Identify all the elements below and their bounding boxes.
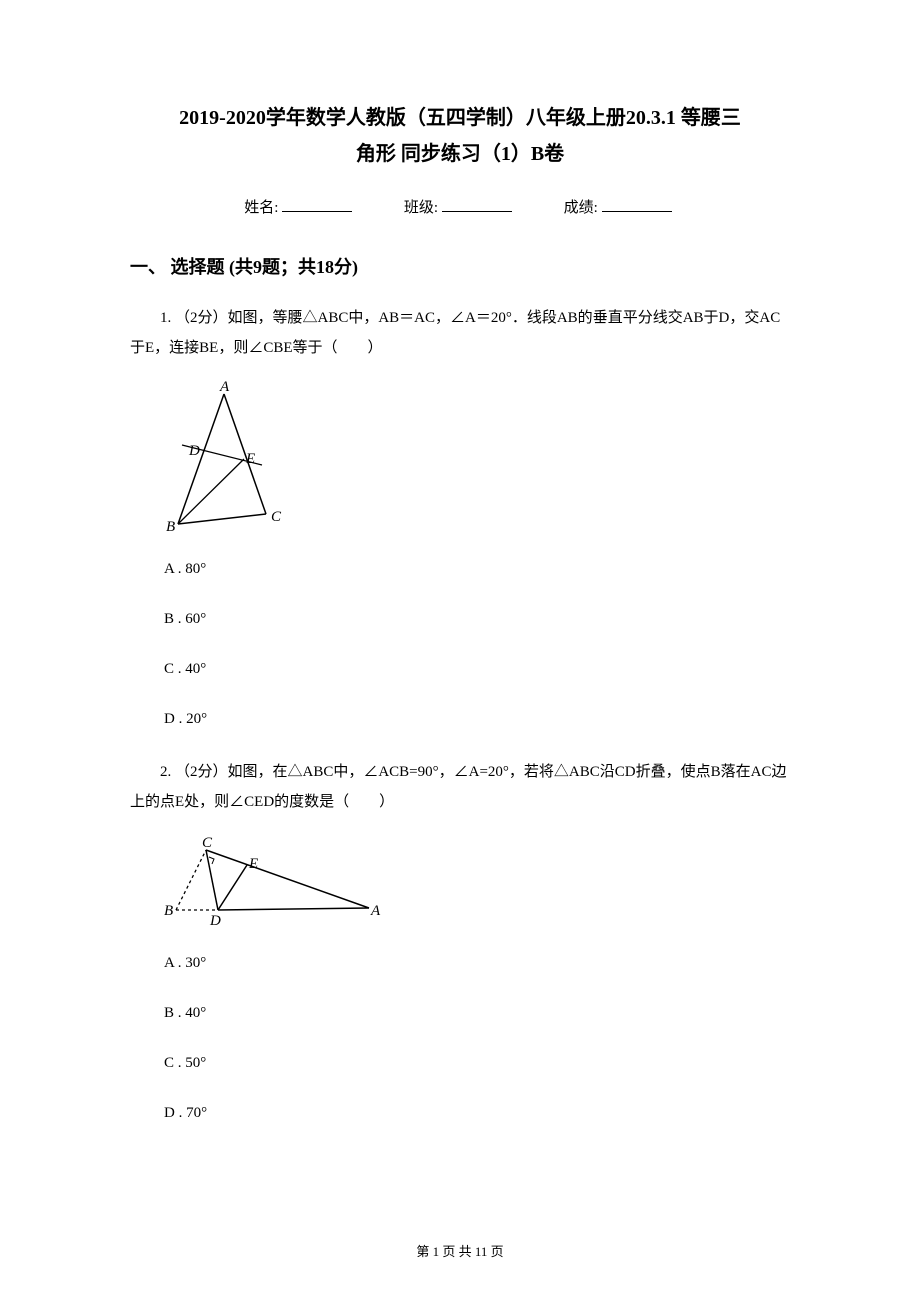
form-line: 姓名: 班级: 成绩: <box>130 196 790 217</box>
svg-text:D: D <box>209 913 221 928</box>
q1-option-b: B . 60° <box>164 607 790 631</box>
question-2-options: A . 30° B . 40° C . 50° D . 70° <box>164 951 790 1125</box>
name-blank <box>282 211 352 212</box>
class-blank <box>442 211 512 212</box>
svg-text:A: A <box>370 903 381 919</box>
class-label: 班级: <box>404 200 438 216</box>
q2-option-a: A . 30° <box>164 951 790 975</box>
question-2-figure: C B A D E <box>164 833 790 933</box>
score-blank <box>602 211 672 212</box>
question-1-figure: A B C D E <box>164 379 790 539</box>
title-line-2: 角形 同步练习（1）B卷 <box>130 136 790 172</box>
svg-text:C: C <box>202 835 213 851</box>
q1-option-d: D . 20° <box>164 707 790 731</box>
svg-text:D: D <box>188 443 200 459</box>
title-line-1: 2019-2020学年数学人教版（五四学制）八年级上册20.3.1 等腰三 <box>130 100 790 136</box>
svg-text:C: C <box>271 509 282 525</box>
svg-text:B: B <box>164 903 173 919</box>
q2-option-d: D . 70° <box>164 1101 790 1125</box>
name-label: 姓名: <box>244 200 278 216</box>
q1-option-a: A . 80° <box>164 557 790 581</box>
question-1-options: A . 80° B . 60° C . 40° D . 20° <box>164 557 790 731</box>
question-1-text: 1. （2分）如图，等腰△ABC中，AB＝AC，∠A＝20°．线段AB的垂直平分… <box>130 303 790 363</box>
document-title: 2019-2020学年数学人教版（五四学制）八年级上册20.3.1 等腰三 角形… <box>130 100 790 172</box>
section-header: 一、 选择题 (共9题；共18分) <box>130 253 790 279</box>
score-label: 成绩: <box>564 200 598 216</box>
svg-text:B: B <box>166 519 175 534</box>
page-footer: 第 1 页 共 11 页 <box>0 1241 920 1260</box>
question-2-text: 2. （2分）如图，在△ABC中，∠ACB=90°，∠A=20°，若将△ABC沿… <box>130 757 790 817</box>
q1-option-c: C . 40° <box>164 657 790 681</box>
svg-text:E: E <box>248 856 258 872</box>
q2-option-c: C . 50° <box>164 1051 790 1075</box>
svg-text:A: A <box>219 379 230 395</box>
q2-option-b: B . 40° <box>164 1001 790 1025</box>
